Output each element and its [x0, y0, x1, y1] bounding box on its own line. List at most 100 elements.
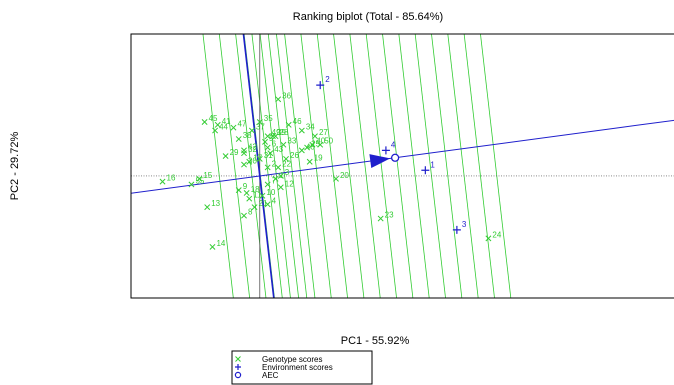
genotype-label: 36 — [282, 91, 291, 100]
genotype-point: 43 — [267, 145, 284, 157]
legend-label: Genotype scores — [262, 355, 322, 364]
genotype-point: 21 — [251, 199, 268, 211]
genotype-point: 47 — [230, 120, 247, 131]
genotype-marker — [256, 155, 263, 162]
aec-ordinate — [242, 34, 275, 298]
genotype-label: 29 — [230, 148, 239, 157]
genotype-point: 29 — [222, 148, 239, 160]
legend-genotype-marker — [235, 356, 241, 362]
genotype-point: 19 — [306, 154, 323, 165]
chart-title: Ranking biplot (Total - 85.64%) — [293, 11, 443, 23]
plot-area: 1234567891011121314151617181920212223242… — [131, 34, 674, 298]
genotype-point: 10 — [259, 188, 276, 199]
genotype-marker — [248, 127, 255, 134]
genotype-marker — [277, 184, 284, 191]
genotype-point: 20 — [333, 171, 349, 182]
environment-marker — [316, 81, 325, 90]
environment-point: 1 — [421, 160, 435, 175]
genotype-point: 33 — [280, 137, 297, 148]
genotype-point: 11 — [246, 191, 262, 202]
genotype-point: 25 — [304, 140, 321, 151]
genotype-label: 6 — [272, 140, 277, 149]
legend-label: AEC — [262, 371, 279, 380]
genotype-label: 50 — [324, 137, 333, 146]
plot-frame — [130, 33, 674, 299]
genotype-marker — [264, 144, 271, 151]
legend-environment-marker — [235, 364, 241, 370]
genotype-point: 36 — [275, 91, 292, 103]
genotype-marker — [196, 175, 203, 182]
genotype-point: 3 — [277, 168, 290, 179]
genotype-marker — [241, 212, 247, 219]
genotype-marker — [264, 164, 271, 171]
genotype-marker — [259, 192, 266, 199]
genotype-point: 18 — [243, 185, 260, 196]
ranking-line — [463, 34, 495, 298]
ranking-line — [202, 34, 234, 298]
ranking-line — [382, 34, 414, 298]
genotype-marker — [188, 181, 195, 188]
genotype-point: 26 — [283, 151, 300, 162]
genotype-label: 13 — [211, 199, 220, 208]
genotype-marker — [377, 215, 384, 222]
genotype-marker — [243, 190, 250, 196]
genotype-point: 37 — [248, 123, 265, 134]
ranking-line — [349, 34, 381, 298]
genotype-marker — [214, 121, 221, 128]
legend-box — [231, 350, 373, 385]
genotype-marker — [246, 195, 253, 202]
genotype-point: 4 — [264, 196, 277, 208]
aec-abscissa — [131, 119, 674, 194]
ranking-line — [276, 34, 308, 298]
genotype-marker — [298, 127, 305, 134]
environment-point: 2 — [316, 75, 330, 90]
genotype-marker — [204, 204, 211, 211]
genotype-label: 7 — [272, 176, 277, 185]
aec-arrowhead — [369, 154, 391, 169]
ranking-line — [300, 34, 332, 298]
legend-aec-marker — [234, 371, 242, 379]
genotype-point: 38 — [235, 131, 252, 142]
ranking-line — [447, 34, 479, 298]
genotype-marker — [209, 243, 216, 250]
genotype-marker — [159, 178, 166, 185]
genotype-point: 9 — [235, 182, 248, 194]
genotype-label: 12 — [285, 179, 294, 188]
x-axis-label: PC1 - 55.92% — [341, 335, 410, 347]
genotype-point: 46 — [285, 117, 302, 128]
genotype-point: 8 — [241, 208, 253, 219]
legend-label: Environment scores — [262, 363, 333, 372]
genotype-label: 38 — [243, 131, 252, 140]
genotype-label: 16 — [167, 174, 176, 183]
genotype-label: 24 — [492, 230, 501, 239]
genotype-point: 5 — [262, 134, 274, 145]
genotype-point: 30 — [241, 157, 257, 168]
genotype-marker — [201, 119, 208, 125]
genotype-label: 9 — [243, 182, 248, 191]
genotype-label: 43 — [274, 145, 283, 154]
genotype-label: 8 — [248, 208, 253, 217]
genotype-marker — [272, 133, 279, 140]
ranking-line — [480, 34, 512, 298]
genotype-marker — [317, 141, 324, 148]
genotype-marker — [275, 96, 282, 103]
genotype-label: 23 — [385, 211, 394, 220]
genotype-point: 22 — [275, 159, 292, 171]
ranking-line — [251, 34, 283, 298]
genotype-label: 3 — [285, 168, 290, 177]
genotype-marker — [280, 141, 287, 148]
ranking-line — [218, 34, 251, 298]
ranking-line — [235, 34, 267, 298]
genotype-marker — [256, 119, 263, 125]
genotype-point: 42 — [241, 142, 257, 154]
genotype-marker — [312, 133, 318, 140]
genotype-label: 48 — [306, 142, 315, 151]
genotype-label: 20 — [340, 171, 349, 180]
genotype-point: 35 — [256, 114, 273, 125]
genotype-point: 44 — [212, 123, 229, 134]
genotype-marker — [241, 161, 247, 168]
genotype-marker — [285, 121, 292, 128]
environment-label: 1 — [430, 160, 435, 169]
genotype-label: 2 — [272, 159, 277, 168]
